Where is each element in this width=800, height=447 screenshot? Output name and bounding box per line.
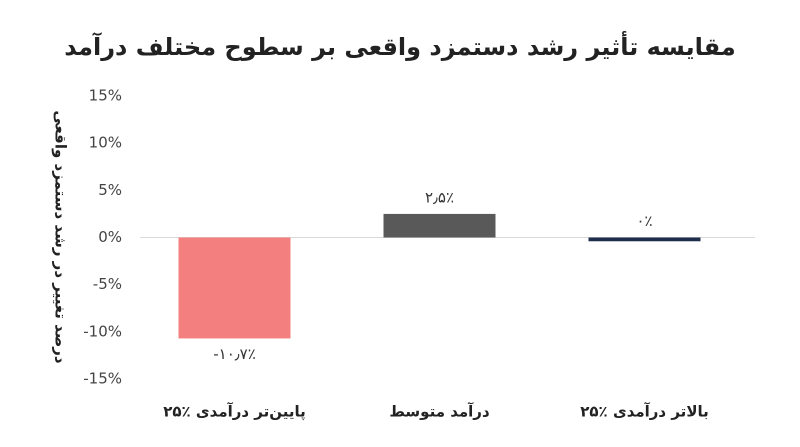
y-tick-label: -5% [93, 275, 122, 293]
y-tick-label: 15% [89, 87, 122, 105]
y-tick-label: -10% [83, 322, 122, 340]
bar [588, 237, 701, 242]
x-tick-label: درآمد متوسط [389, 403, 490, 421]
y-tick-label: 5% [98, 181, 122, 199]
y-axis-label: درصد تغییر در رشد دستمزد واقعی [52, 110, 70, 364]
chart-title: مقایسه تأثیر رشد دستمزد واقعی بر سطوح مخ… [64, 31, 735, 61]
value-label: ۰٪ [636, 212, 652, 230]
x-tick-label: ۲۵٪ پایین‌تر درآمدی [163, 403, 306, 422]
bar [383, 213, 496, 238]
x-tick-label: ۲۵٪ بالاتر درآمدی [580, 403, 709, 421]
y-tick-label: 0% [98, 228, 122, 246]
y-tick-label: 10% [89, 134, 122, 152]
value-label: ۲٫۵٪ [425, 188, 454, 206]
value-label: -۱۰٫۷٪ [213, 345, 256, 363]
bar [178, 237, 291, 339]
y-tick-label: -15% [83, 370, 122, 388]
